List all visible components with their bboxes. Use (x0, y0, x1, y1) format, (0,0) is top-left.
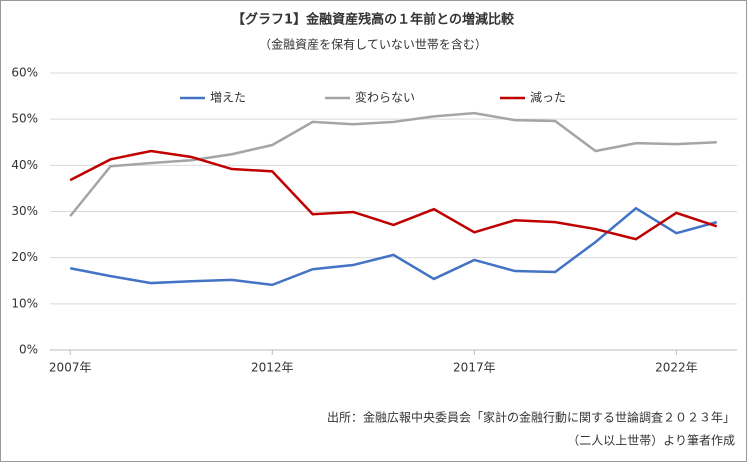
x-tick-label: 2012年 (251, 361, 294, 375)
y-tick-label: 60% (11, 66, 38, 80)
y-tick-label: 30% (11, 204, 38, 218)
chart-title: 【グラフ1】金融資産残高の１年前との増減比較 (232, 12, 515, 28)
line-series (69, 206, 718, 287)
source-note: 出所：金融広報中央委員会「家計の金融行動に関する世論調査２０２３年」 (327, 410, 735, 425)
source-note: （二人以上世帯）より筆者作成 (567, 434, 735, 448)
x-tick-label: 2007年 (49, 361, 92, 375)
chart-subtitle: （金融資産を保有していない世帯を含む） (259, 37, 487, 52)
legend-label: 変わらない (355, 90, 415, 105)
line-series (69, 149, 718, 241)
x-tick-label: 2017年 (453, 361, 496, 375)
legend-label: 減った (530, 90, 566, 105)
y-tick-label: 0% (19, 343, 38, 357)
x-tick-label: 2022年 (655, 361, 698, 375)
y-tick-label: 40% (11, 158, 38, 172)
legend-label: 増えた (210, 91, 246, 105)
y-tick-label: 50% (11, 112, 38, 126)
y-tick-label: 20% (11, 250, 38, 264)
y-tick-label: 10% (11, 296, 38, 310)
line-series (69, 111, 717, 217)
